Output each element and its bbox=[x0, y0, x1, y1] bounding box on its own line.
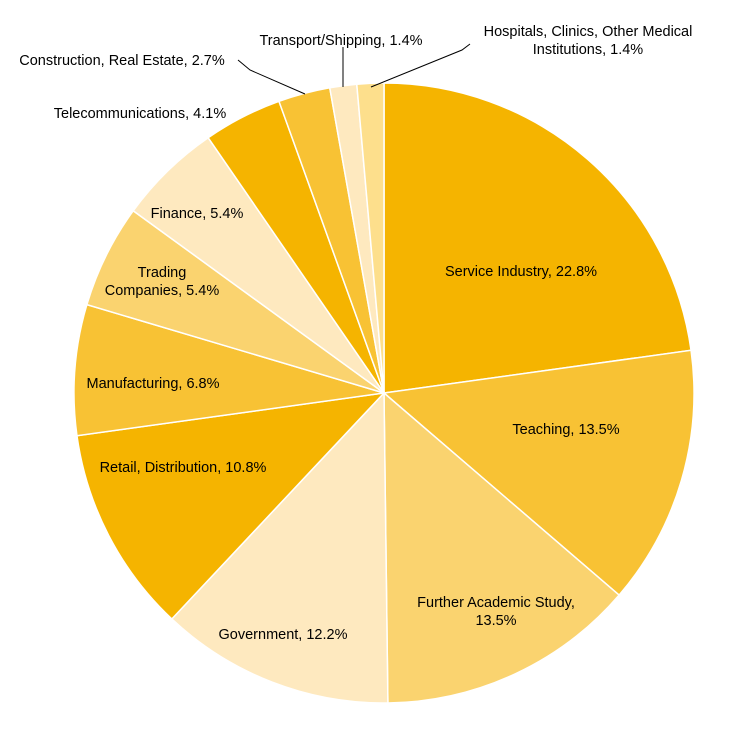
pie-slice bbox=[76, 391, 387, 621]
leader-line bbox=[370, 43, 471, 88]
pie-slice bbox=[355, 82, 385, 394]
leader-line bbox=[237, 59, 306, 95]
pie-slice bbox=[383, 391, 621, 704]
slice-label: Government, 12.2% bbox=[219, 627, 348, 643]
pie-slice bbox=[170, 391, 389, 704]
slice-label: Service Industry, 22.8% bbox=[445, 264, 597, 280]
slice-label: Further Academic Study, 13.5% bbox=[417, 595, 575, 629]
slice-label: Manufacturing, 6.8% bbox=[87, 376, 220, 392]
slice-label: Retail, Distribution, 10.8% bbox=[100, 460, 267, 476]
slice-labels: Service Industry, 22.8% Teaching, 13.5% Fu… bbox=[19, 24, 692, 643]
slice-label: Construction, Real Estate, 2.7% bbox=[19, 53, 225, 69]
slice-label: Finance, 5.4% bbox=[151, 206, 244, 222]
pie-slice bbox=[73, 303, 385, 437]
slice-label: Teaching, 13.5% bbox=[512, 422, 619, 438]
slice-label: Hospitals, Clinics, Other Medical Institu… bbox=[484, 24, 693, 58]
slice-label: Transport/Shipping, 1.4% bbox=[259, 33, 422, 49]
pie-slice bbox=[383, 82, 692, 394]
pie-slices bbox=[73, 82, 695, 704]
slice-label: Telecommunications, 4.1% bbox=[54, 106, 227, 122]
slice-label: Trading Companies, 5.4% bbox=[105, 265, 220, 299]
pie-slice bbox=[382, 349, 695, 597]
leader-lines bbox=[237, 43, 471, 95]
